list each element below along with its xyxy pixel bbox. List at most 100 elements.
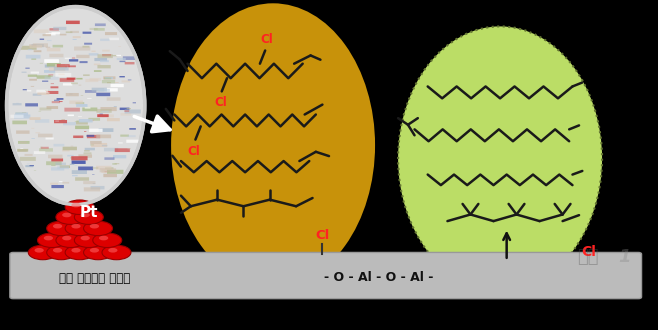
FancyBboxPatch shape — [18, 149, 27, 152]
FancyBboxPatch shape — [31, 86, 34, 87]
FancyBboxPatch shape — [66, 31, 72, 33]
FancyBboxPatch shape — [72, 175, 78, 176]
FancyBboxPatch shape — [107, 97, 120, 101]
FancyBboxPatch shape — [101, 169, 116, 173]
FancyBboxPatch shape — [103, 76, 115, 80]
FancyBboxPatch shape — [63, 122, 76, 125]
FancyBboxPatch shape — [40, 147, 43, 148]
Circle shape — [38, 233, 66, 248]
FancyBboxPatch shape — [57, 166, 69, 169]
FancyBboxPatch shape — [86, 79, 98, 82]
FancyBboxPatch shape — [89, 129, 103, 132]
FancyBboxPatch shape — [34, 29, 49, 33]
FancyBboxPatch shape — [100, 60, 109, 62]
FancyBboxPatch shape — [60, 34, 66, 35]
FancyBboxPatch shape — [130, 128, 136, 130]
FancyBboxPatch shape — [87, 135, 94, 137]
FancyBboxPatch shape — [26, 165, 34, 167]
FancyBboxPatch shape — [45, 65, 57, 68]
FancyBboxPatch shape — [54, 100, 60, 101]
FancyBboxPatch shape — [89, 120, 94, 121]
FancyBboxPatch shape — [55, 73, 71, 77]
Circle shape — [71, 224, 81, 228]
FancyBboxPatch shape — [113, 155, 126, 158]
FancyBboxPatch shape — [66, 78, 76, 80]
FancyBboxPatch shape — [113, 163, 117, 165]
FancyBboxPatch shape — [26, 68, 30, 69]
FancyBboxPatch shape — [39, 111, 41, 112]
FancyBboxPatch shape — [46, 91, 59, 94]
FancyBboxPatch shape — [90, 145, 94, 146]
Circle shape — [65, 221, 94, 236]
FancyBboxPatch shape — [22, 72, 26, 73]
FancyBboxPatch shape — [84, 187, 100, 191]
FancyBboxPatch shape — [39, 108, 51, 111]
FancyBboxPatch shape — [107, 118, 120, 121]
FancyBboxPatch shape — [45, 137, 54, 140]
FancyBboxPatch shape — [102, 50, 110, 51]
FancyBboxPatch shape — [105, 77, 113, 79]
FancyBboxPatch shape — [49, 74, 53, 76]
FancyBboxPatch shape — [30, 117, 41, 120]
FancyBboxPatch shape — [75, 121, 78, 122]
FancyBboxPatch shape — [47, 63, 61, 67]
FancyBboxPatch shape — [57, 98, 63, 100]
FancyBboxPatch shape — [88, 118, 100, 121]
FancyBboxPatch shape — [83, 74, 89, 76]
FancyBboxPatch shape — [72, 36, 81, 38]
FancyBboxPatch shape — [120, 113, 131, 116]
FancyBboxPatch shape — [120, 76, 125, 78]
FancyBboxPatch shape — [55, 163, 66, 165]
FancyBboxPatch shape — [60, 165, 70, 168]
Ellipse shape — [398, 26, 602, 290]
FancyBboxPatch shape — [54, 67, 68, 71]
FancyBboxPatch shape — [104, 78, 111, 79]
FancyBboxPatch shape — [99, 114, 103, 115]
FancyBboxPatch shape — [51, 158, 63, 161]
Text: 감마 알루미나 지지체: 감마 알루미나 지지체 — [59, 272, 130, 285]
FancyBboxPatch shape — [91, 186, 105, 189]
FancyBboxPatch shape — [94, 58, 107, 61]
FancyBboxPatch shape — [72, 39, 77, 40]
FancyBboxPatch shape — [91, 143, 107, 147]
FancyBboxPatch shape — [105, 157, 114, 160]
FancyBboxPatch shape — [120, 61, 126, 62]
FancyBboxPatch shape — [13, 103, 22, 105]
FancyBboxPatch shape — [51, 167, 64, 171]
Text: Pt: Pt — [80, 205, 98, 220]
FancyBboxPatch shape — [74, 165, 77, 166]
FancyBboxPatch shape — [83, 181, 95, 184]
FancyBboxPatch shape — [24, 154, 33, 156]
Circle shape — [84, 245, 113, 260]
FancyBboxPatch shape — [44, 70, 55, 73]
FancyBboxPatch shape — [44, 59, 59, 63]
FancyBboxPatch shape — [63, 150, 70, 151]
FancyBboxPatch shape — [105, 167, 114, 169]
FancyBboxPatch shape — [16, 113, 22, 114]
FancyBboxPatch shape — [97, 65, 111, 68]
FancyBboxPatch shape — [84, 43, 92, 45]
Circle shape — [108, 248, 118, 252]
FancyBboxPatch shape — [28, 49, 32, 50]
FancyBboxPatch shape — [133, 102, 136, 103]
Text: - O - Al - O - Al -: - O - Al - O - Al - — [324, 271, 433, 284]
FancyBboxPatch shape — [94, 64, 101, 65]
FancyBboxPatch shape — [73, 136, 84, 138]
FancyBboxPatch shape — [69, 101, 83, 104]
FancyBboxPatch shape — [68, 65, 76, 67]
FancyBboxPatch shape — [39, 148, 53, 152]
Circle shape — [99, 236, 109, 240]
FancyBboxPatch shape — [63, 147, 77, 150]
FancyBboxPatch shape — [125, 62, 134, 64]
Text: Cl: Cl — [582, 246, 596, 259]
Circle shape — [47, 245, 76, 260]
FancyBboxPatch shape — [36, 90, 48, 93]
Circle shape — [65, 245, 94, 260]
FancyBboxPatch shape — [43, 34, 51, 36]
FancyBboxPatch shape — [71, 82, 78, 84]
FancyBboxPatch shape — [102, 54, 111, 56]
FancyBboxPatch shape — [31, 72, 39, 74]
FancyBboxPatch shape — [20, 148, 23, 149]
FancyBboxPatch shape — [116, 58, 126, 60]
FancyBboxPatch shape — [67, 155, 74, 156]
